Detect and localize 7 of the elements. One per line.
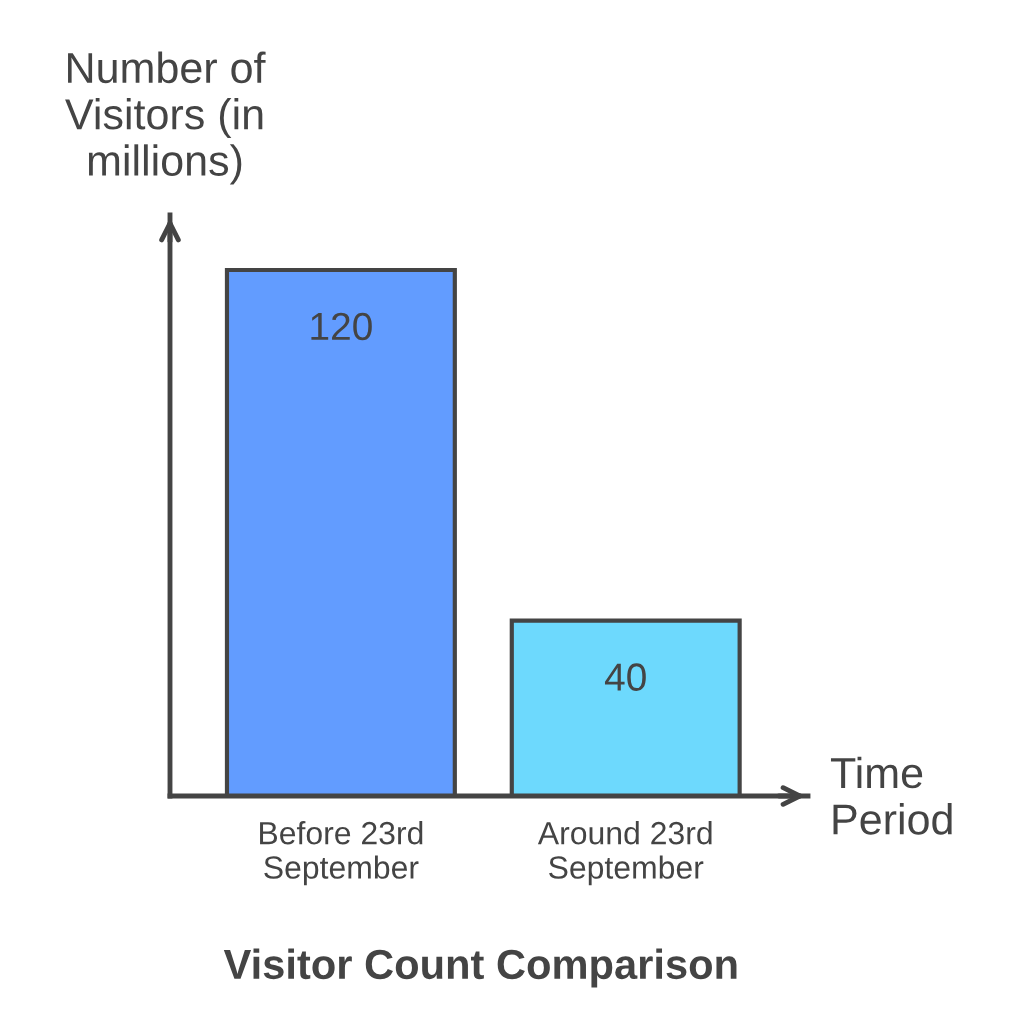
x-axis-title: Time Period [830,756,952,835]
data-label: 40 [604,663,646,691]
text: Visitor Count Comparison [223,948,737,988]
x-tick-label: Around 23rd September [537,821,712,886]
x-tick-label: Before 23rd September [260,821,423,886]
y-axis-title: Number of Visitors (in millions) [65,51,266,185]
data-label: 120 [311,312,372,341]
